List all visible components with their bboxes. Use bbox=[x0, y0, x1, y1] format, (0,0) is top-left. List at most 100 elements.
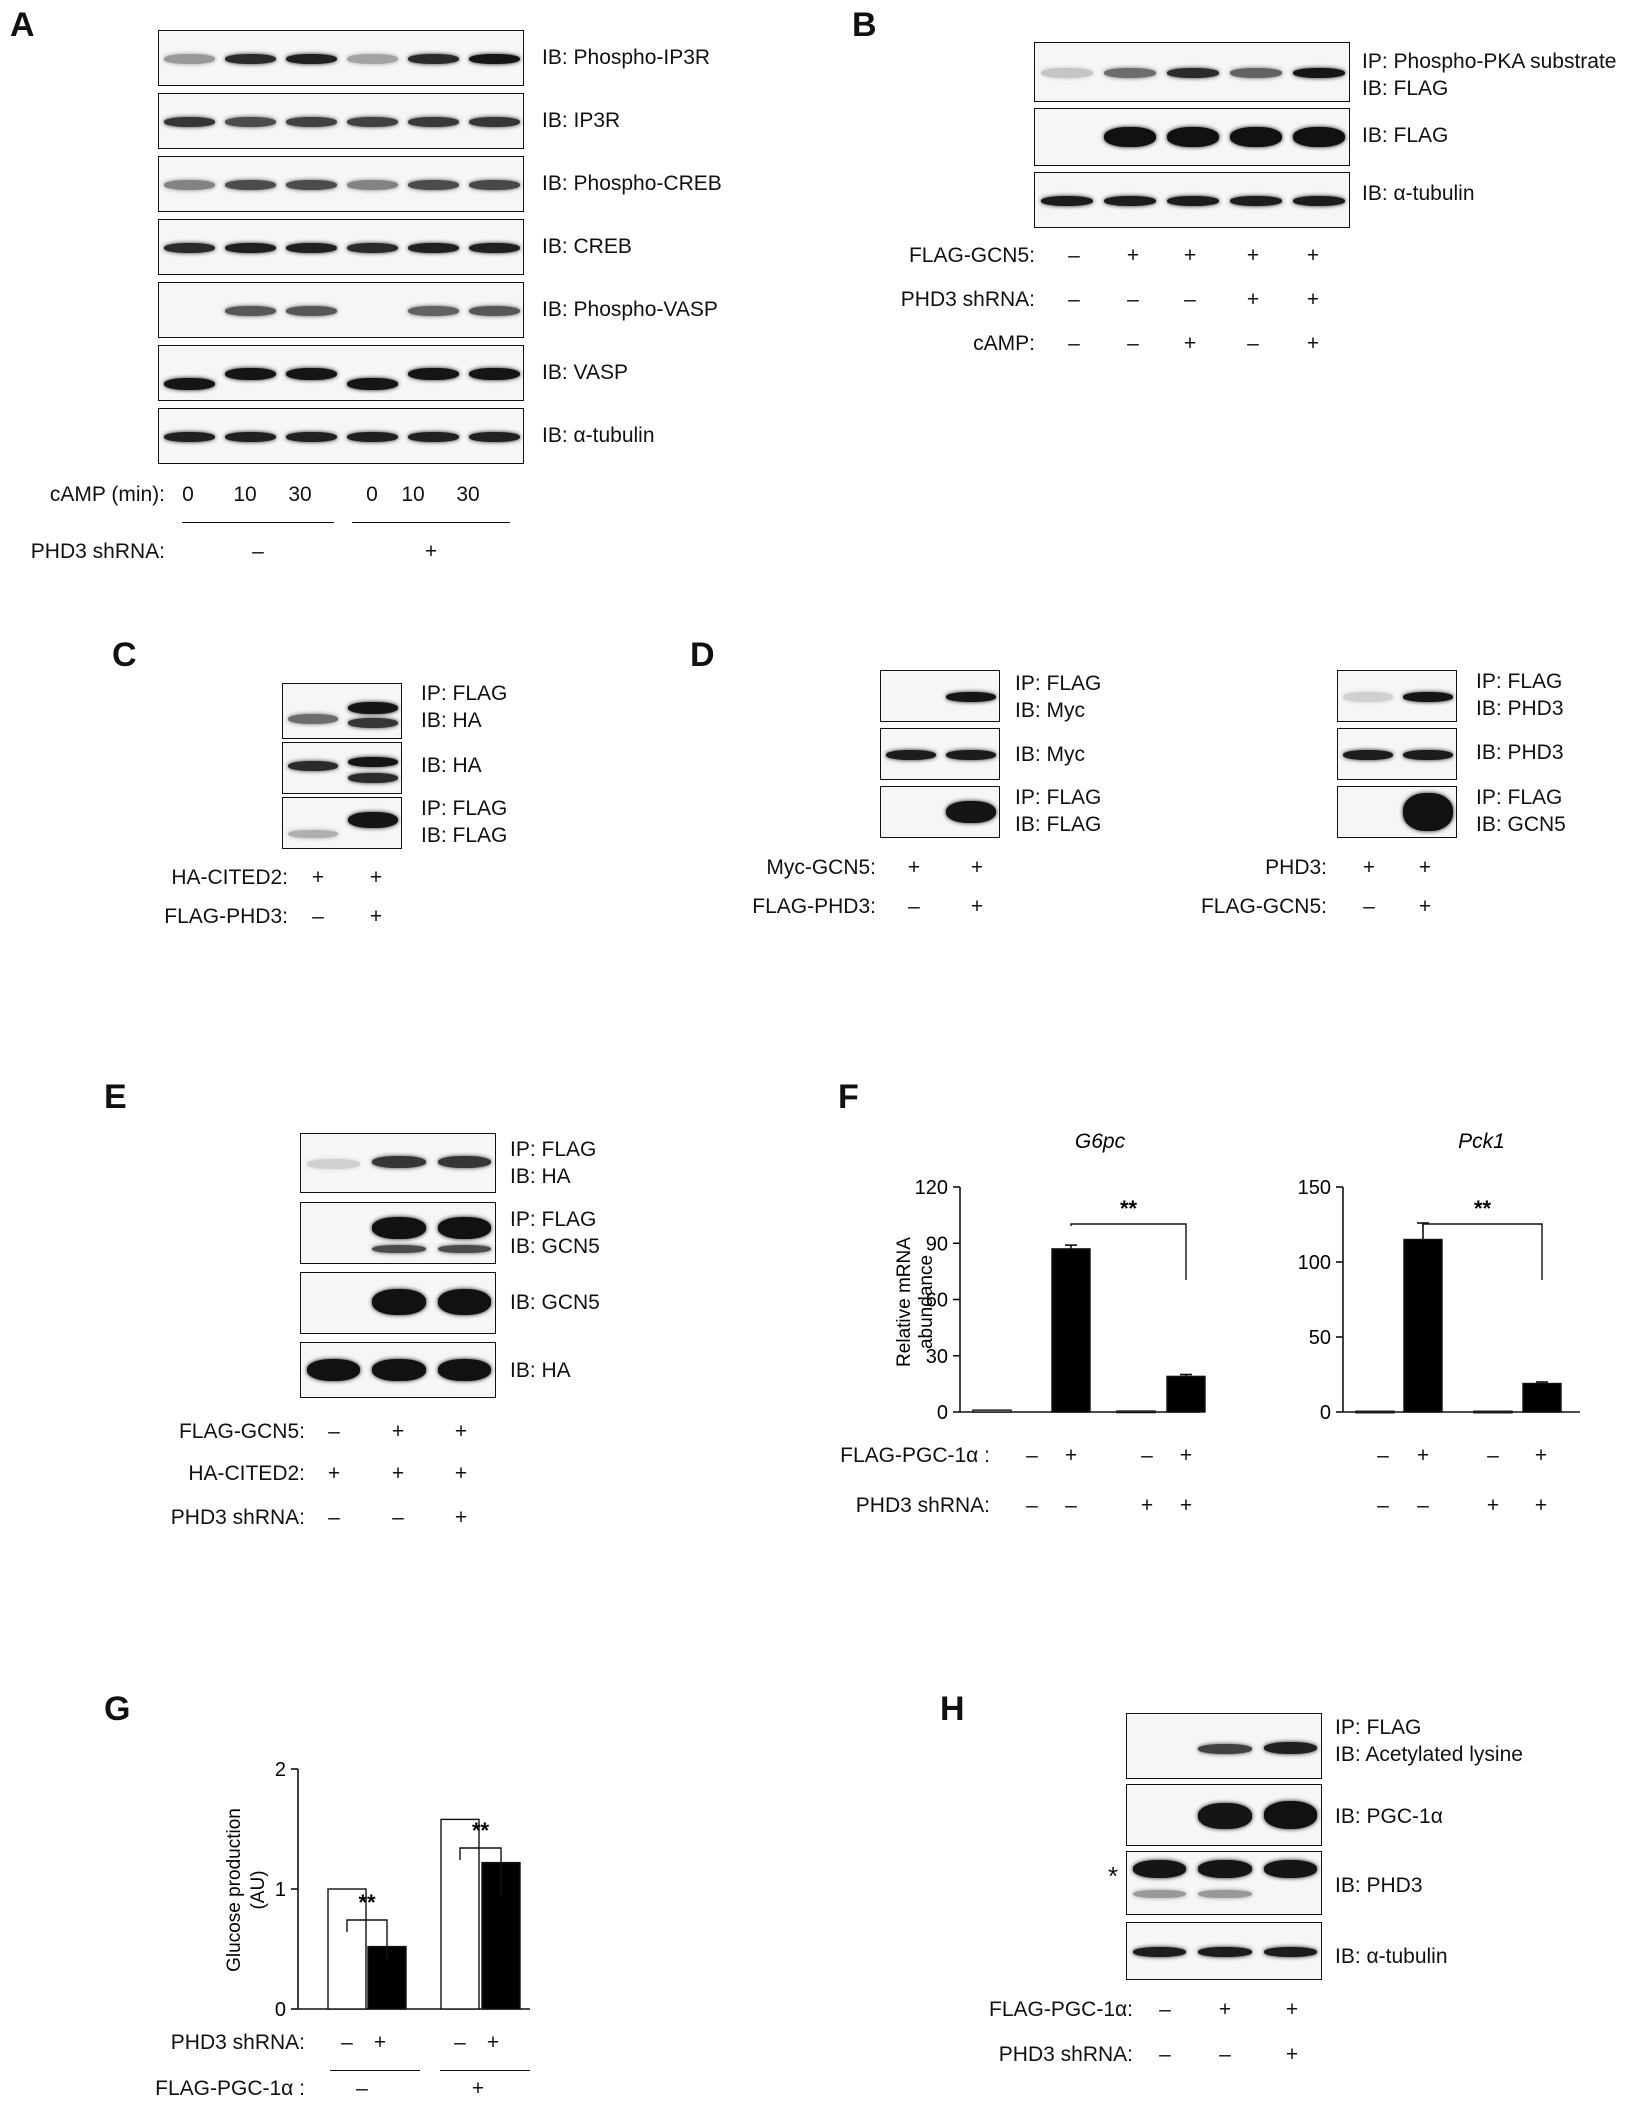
condition-value: – bbox=[1247, 332, 1259, 355]
condition-value: + bbox=[1534, 1444, 1548, 1467]
condition-value: – bbox=[328, 1506, 340, 1529]
camp-label: cAMP (min): bbox=[49, 483, 165, 506]
blot-label: IP: FLAG bbox=[1335, 1716, 1422, 1739]
protein-band bbox=[286, 243, 337, 253]
protein-band bbox=[1403, 692, 1453, 702]
blot-strip bbox=[158, 30, 524, 86]
condition-value: – bbox=[1219, 2043, 1231, 2066]
protein-band bbox=[347, 54, 398, 64]
protein-band bbox=[164, 54, 215, 64]
protein-band bbox=[372, 1359, 426, 1381]
y-axis-label: Relative mRNA bbox=[894, 1237, 915, 1367]
blot-strip bbox=[300, 1272, 496, 1334]
condition-value: – bbox=[1068, 332, 1080, 355]
condition-label: PHD3: bbox=[1265, 856, 1327, 879]
condition-value: + bbox=[1140, 1494, 1154, 1517]
protein-band bbox=[1103, 127, 1156, 147]
blot-label: IB: HA bbox=[510, 1359, 571, 1382]
protein-band bbox=[1103, 196, 1156, 206]
significance-bracket bbox=[1070, 1223, 1187, 1280]
y-tick-label: 0 bbox=[275, 1999, 286, 2020]
condition-label: PHD3 shRNA: bbox=[998, 2043, 1133, 2066]
condition-value: – bbox=[1127, 288, 1139, 311]
data-bar bbox=[1116, 1410, 1156, 1414]
blot-strip bbox=[158, 93, 524, 149]
protein-band bbox=[1293, 127, 1346, 147]
condition-value: – bbox=[1184, 288, 1196, 311]
y-tick-label: 60 bbox=[926, 1290, 948, 1312]
condition-value: + bbox=[369, 905, 383, 928]
condition-value: + bbox=[1179, 1444, 1193, 1467]
blot-strip bbox=[158, 282, 524, 338]
protein-band bbox=[347, 243, 398, 253]
blot-strip bbox=[880, 728, 1000, 780]
condition-value: – bbox=[1487, 1444, 1499, 1467]
protein-band bbox=[469, 368, 520, 380]
condition-value: + bbox=[369, 866, 383, 889]
y-tick-label: 100 bbox=[1298, 1252, 1331, 1274]
y-tick-label: 0 bbox=[937, 1402, 948, 1424]
condition-value: + bbox=[1306, 332, 1320, 355]
condition-value: + bbox=[907, 856, 921, 879]
protein-band bbox=[1132, 1860, 1187, 1878]
camp-value: 10 bbox=[233, 483, 257, 506]
condition-value: + bbox=[1246, 288, 1260, 311]
condition-value: + bbox=[1064, 1444, 1078, 1467]
panel-letter-e: E bbox=[104, 1078, 127, 1116]
protein-band bbox=[408, 117, 459, 127]
protein-band bbox=[225, 54, 276, 64]
blot-label: IB: FLAG bbox=[1362, 124, 1449, 147]
blot-strip bbox=[1126, 1851, 1322, 1915]
blot-strip bbox=[1034, 42, 1350, 102]
panel-letter-b: B bbox=[852, 6, 877, 44]
protein-band bbox=[408, 306, 459, 316]
condition-value: + bbox=[1534, 1494, 1548, 1517]
y-axis-label: Glucose production bbox=[224, 1808, 245, 1972]
protein-band bbox=[348, 812, 398, 828]
condition-value: + bbox=[1126, 244, 1140, 267]
protein-band bbox=[1040, 68, 1093, 78]
condition-value: + bbox=[454, 1462, 468, 1485]
condition-value: + bbox=[1418, 856, 1432, 879]
condition-value: – bbox=[1377, 1494, 1389, 1517]
protein-band bbox=[1198, 1890, 1252, 1898]
chart-title: G6pc bbox=[1075, 1130, 1126, 1153]
blot-strip bbox=[1126, 1922, 1322, 1980]
protein-band bbox=[288, 761, 338, 771]
panel-g-chart: 0 1 2 ** ** Glucose production (AU) bbox=[224, 1759, 530, 2020]
panel-letter-a: A bbox=[10, 6, 35, 44]
protein-band bbox=[946, 801, 996, 823]
pgc-value: – bbox=[356, 2077, 368, 2100]
protein-band bbox=[1263, 1947, 1318, 1957]
protein-band bbox=[469, 306, 520, 316]
protein-band bbox=[348, 718, 398, 728]
protein-band bbox=[288, 714, 338, 724]
significance-bracket bbox=[459, 1847, 502, 1896]
protein-band bbox=[946, 750, 996, 760]
a-shrna-value: – bbox=[252, 540, 264, 563]
blot-label: IB: α-tubulin bbox=[1362, 182, 1475, 205]
blot-strip bbox=[880, 670, 1000, 722]
condition-value: – bbox=[392, 1506, 404, 1529]
protein-band bbox=[437, 1156, 492, 1168]
protein-band bbox=[164, 117, 215, 127]
protein-band bbox=[408, 54, 459, 64]
condition-value: + bbox=[391, 1420, 405, 1443]
blot-label: IP: FLAG bbox=[1015, 672, 1102, 695]
y-tick-label: 150 bbox=[1298, 1177, 1331, 1199]
blot-label: IB: VASP bbox=[542, 361, 628, 384]
protein-band bbox=[1198, 1744, 1252, 1754]
protein-band bbox=[306, 1159, 361, 1169]
blot-strip bbox=[1337, 728, 1457, 780]
pgc-value: + bbox=[471, 2077, 485, 2100]
protein-band bbox=[1263, 1742, 1318, 1754]
condition-value: + bbox=[1218, 1998, 1232, 2021]
condition-label: PHD3 shRNA: bbox=[855, 1494, 990, 1517]
condition-label: FLAG-GCN5: bbox=[908, 244, 1035, 267]
condition-value: + bbox=[1306, 244, 1320, 267]
significance-bracket bbox=[346, 1919, 388, 1960]
protein-band bbox=[1198, 1803, 1252, 1829]
condition-value: – bbox=[1377, 1444, 1389, 1467]
blot-label: IP: Phospho-PKA substrate bbox=[1362, 50, 1617, 73]
panel-letter-c: C bbox=[112, 636, 137, 674]
